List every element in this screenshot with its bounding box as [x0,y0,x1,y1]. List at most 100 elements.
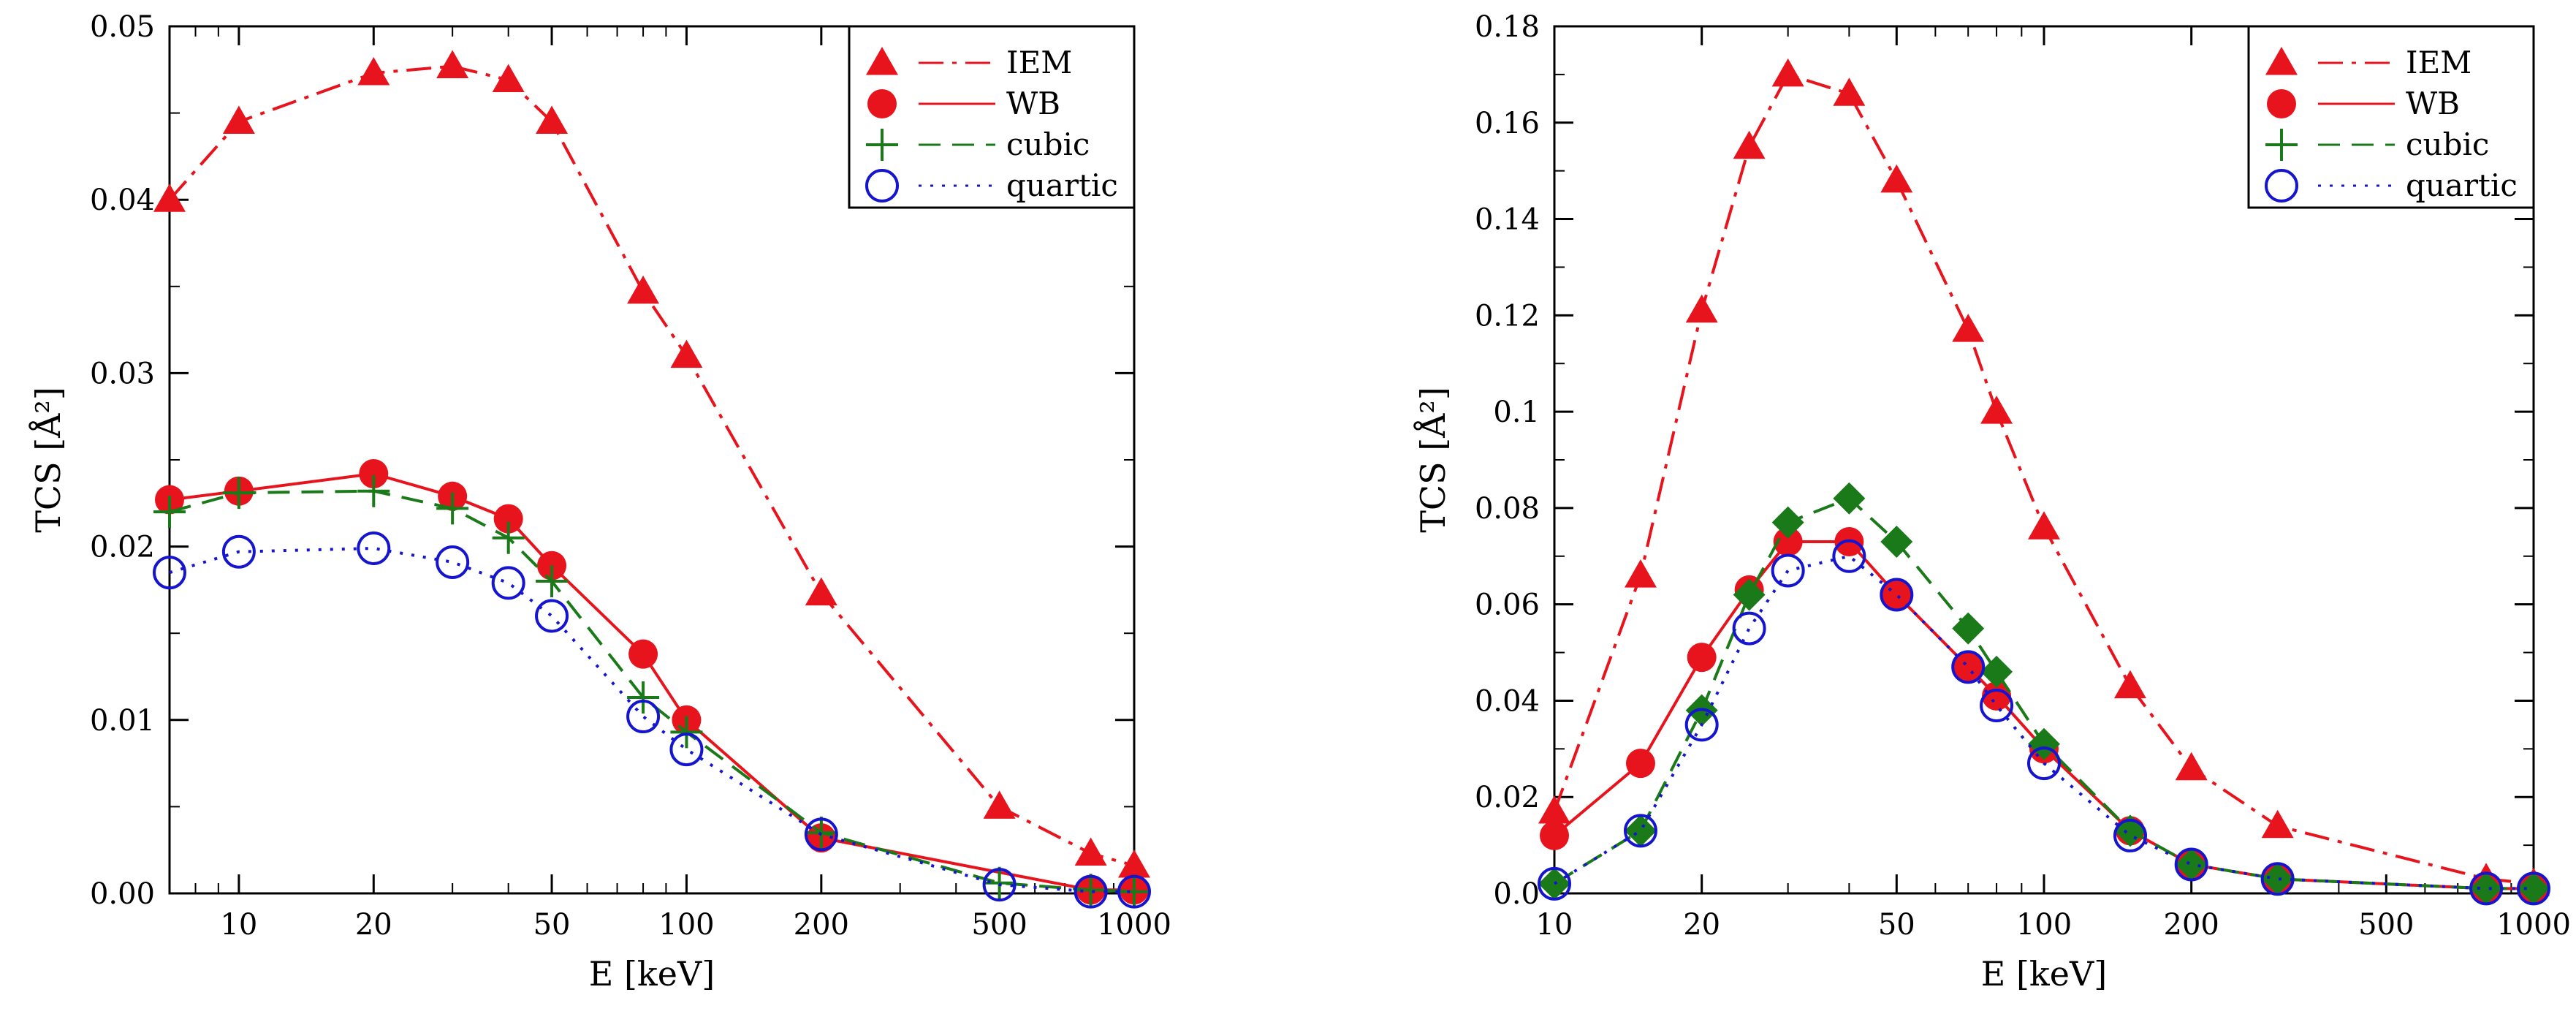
data-point-quartic [221,534,256,569]
x-axis-label: E [keV] [589,954,715,994]
legend-label-cubic: cubic [1006,126,1090,162]
data-point-quartic [1980,689,2014,723]
x-tick-label: 1000 [1097,908,1171,942]
x-tick-label: 1000 [2496,908,2571,942]
legend-marker-cubic [866,129,898,161]
data-point-quartic [1623,814,1657,848]
data-point-WB [1882,580,1912,610]
data-point-WB [1687,643,1717,673]
data-point-quartic [2174,847,2208,882]
y-tick-label: 0.1 [1493,396,1540,429]
data-point-IEM [670,339,703,368]
series-line-quartic [169,546,1134,893]
y-tick-label: 0.05 [90,10,155,44]
data-point-quartic [1951,650,1986,684]
data-point-IEM [1833,77,1866,106]
y-tick-label: 0.16 [1475,107,1540,140]
data-point-WB [628,639,658,669]
y-tick-label: 0.08 [1475,492,1540,526]
x-tick-label: 50 [533,908,571,942]
series-line-IEM [1553,72,2534,885]
data-point-cubic [1538,867,1570,900]
data-point-quartic [1732,611,1766,646]
data-point-cubic [2470,872,2503,905]
data-point-WB [1773,527,1803,557]
data-point-cubic [670,716,703,749]
data-point-cubic [2175,848,2208,881]
x-tick-label: 10 [1536,908,1573,942]
y-axis-label: TCS [Å²] [1413,387,1453,533]
y-tick-label: 0.02 [90,531,155,564]
data-point-IEM [2028,511,2060,540]
data-point-cubic [1980,655,2013,688]
legend: IEM WB cubic quartic [2247,25,2535,209]
data-point-quartic [1117,874,1151,909]
data-point-quartic [535,599,569,633]
data-point-IEM [536,105,569,134]
data-point-IEM [983,790,1016,819]
y-tick-label: 0.06 [1475,589,1540,622]
data-point-IEM [1624,559,1657,588]
data-point-quartic [1832,539,1866,573]
data-point-cubic [1733,578,1766,611]
x-tick-label: 200 [2164,908,2219,942]
data-point-cubic [357,474,390,507]
y-tick-label: 0.03 [90,357,155,390]
data-point-IEM [492,64,525,93]
x-tick-label: 500 [2358,908,2414,942]
data-point-quartic [2027,746,2061,781]
data-point-cubic [536,565,569,598]
series-line-quartic [1553,554,2534,890]
x-tick-label: 200 [794,908,849,942]
data-point-quartic [2517,871,2550,906]
data-point-IEM [805,577,837,606]
data-point-IEM [1685,294,1718,323]
data-point-WB [1953,652,1983,682]
series-line-IEM [168,64,1135,867]
data-point-IEM [1952,314,1985,342]
legend-marker-WB [2267,89,2296,118]
data-point-cubic [436,492,469,525]
legend-label-quartic: quartic [1006,167,1118,203]
series-line-WB [169,472,1134,892]
data-point-IEM [2113,670,2146,699]
data-point-WB [1625,749,1655,779]
data-point-cubic [2261,863,2294,896]
y-tick-label: 0.12 [1475,299,1540,333]
legend-marker-quartic [2265,169,2298,203]
data-point-cubic [805,816,837,849]
data-point-IEM [2261,809,2294,839]
data-point-quartic [804,817,838,852]
data-point-IEM [2175,752,2208,781]
y-axis-label: TCS [Å²] [28,387,68,533]
data-point-quartic [2113,818,2147,852]
data-point-quartic [2260,862,2295,896]
data-point-WB [1982,681,2012,711]
series-line-cubic [169,489,1135,893]
data-point-cubic [492,521,525,554]
x-tick-label: 100 [2016,908,2072,942]
legend-label-quartic: quartic [2406,167,2518,203]
x-axis-label: E [keV] [1981,954,2107,994]
data-point-IEM [153,183,186,212]
data-point-cubic [2028,727,2060,760]
legend-marker-WB [867,89,897,118]
legend-marker-IEM [2265,47,2298,75]
data-point-cubic [1952,612,1985,645]
data-point-IEM [436,50,469,79]
y-tick-label: 0.04 [90,183,155,217]
data-point-quartic [669,733,704,767]
data-point-IEM [1074,837,1107,866]
data-point-quartic [1074,874,1108,909]
legend-marker-IEM [866,47,898,75]
data-point-WB [1540,820,1569,850]
legend-label-WB: WB [2406,86,2460,121]
data-point-IEM [1880,164,1913,193]
data-point-WB [493,504,523,534]
data-point-quartic [1880,578,1914,612]
x-tick-label: 10 [220,908,257,942]
data-point-cubic [1118,875,1150,908]
y-tick-label: 0.0 [1493,877,1540,911]
data-point-IEM [1118,850,1150,878]
